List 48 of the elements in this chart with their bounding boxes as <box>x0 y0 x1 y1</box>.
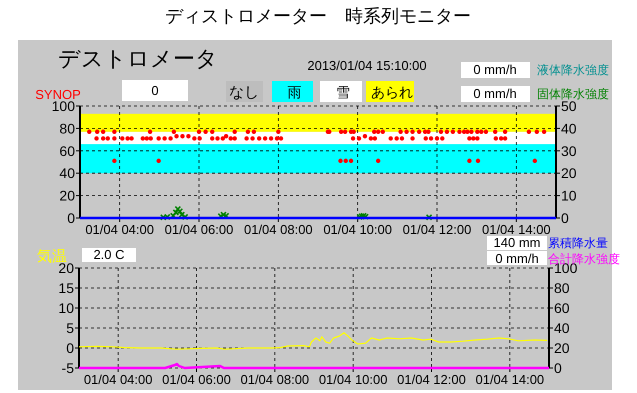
text: 累積降水量 <box>548 236 608 250</box>
y2-tick-label: 30 <box>561 142 577 159</box>
x-tick-label: 01/04 10:00 <box>323 222 392 237</box>
x-tick-label: 01/04 14:00 <box>475 372 544 387</box>
text: 0 <box>151 83 159 98</box>
y2-tick-label: 0 <box>554 360 562 376</box>
chart-title: ディストロメーター 時系列モニター <box>165 6 471 27</box>
y2-tick-label: 40 <box>554 320 570 336</box>
y-tick-label: 80 <box>59 120 76 136</box>
y2-tick-label: 20 <box>561 165 577 182</box>
y-tick-label: -5 <box>62 360 74 376</box>
x-tick-label: 01/04 08:00 <box>244 222 313 237</box>
y2-tick-label: 20 <box>554 340 570 356</box>
text: 0 mm/h <box>473 86 517 101</box>
x-tick-label: 01/04 12:00 <box>397 372 466 387</box>
y-tick-label: 60 <box>59 142 76 159</box>
y-tick-label: 20 <box>59 188 76 204</box>
y-tick-label: 15 <box>58 280 74 296</box>
y-tick-label: 5 <box>66 320 74 336</box>
text: 固体降水強度 <box>537 87 609 101</box>
x-tick-label: 01/04 08:00 <box>240 372 310 387</box>
text: 液体降水強度 <box>537 63 609 77</box>
text: 140 mm <box>494 235 540 250</box>
legend-label: 雨 <box>288 84 302 100</box>
legend-label: あられ <box>371 84 413 100</box>
text: 2013/01/04 15:10:00 <box>307 58 427 73</box>
text: 2.0 C <box>93 247 125 262</box>
y-tick-label: 0 <box>66 340 74 356</box>
text: 0 mm/h <box>495 251 539 266</box>
y2-tick-label: 0 <box>561 210 569 226</box>
x-tick-label: 01/04 04:00 <box>84 372 153 387</box>
x-tick-label: 01/04 14:00 <box>482 222 551 237</box>
text: 0 mm/h <box>473 62 517 77</box>
legend-label: 雪 <box>336 84 350 100</box>
x-tick-label: 01/04 12:00 <box>402 222 472 237</box>
y-tick-label: 40 <box>59 165 76 182</box>
x-tick-label: 01/04 10:00 <box>318 372 388 387</box>
chart-subtitle: デストロメータ <box>58 46 218 71</box>
y2-tick-label: 60 <box>554 300 570 316</box>
y-tick-label: 0 <box>67 210 76 226</box>
text: なし <box>229 84 259 101</box>
y-tick-label: 10 <box>58 300 74 316</box>
y2-tick-label: 80 <box>554 280 570 296</box>
y2-tick-label: 10 <box>561 188 577 204</box>
y2-tick-label: 40 <box>561 120 577 136</box>
x-tick-label: 01/04 06:00 <box>162 372 231 387</box>
x-tick-label: 01/04 04:00 <box>85 222 154 237</box>
x-tick-label: 01/04 06:00 <box>164 222 234 237</box>
